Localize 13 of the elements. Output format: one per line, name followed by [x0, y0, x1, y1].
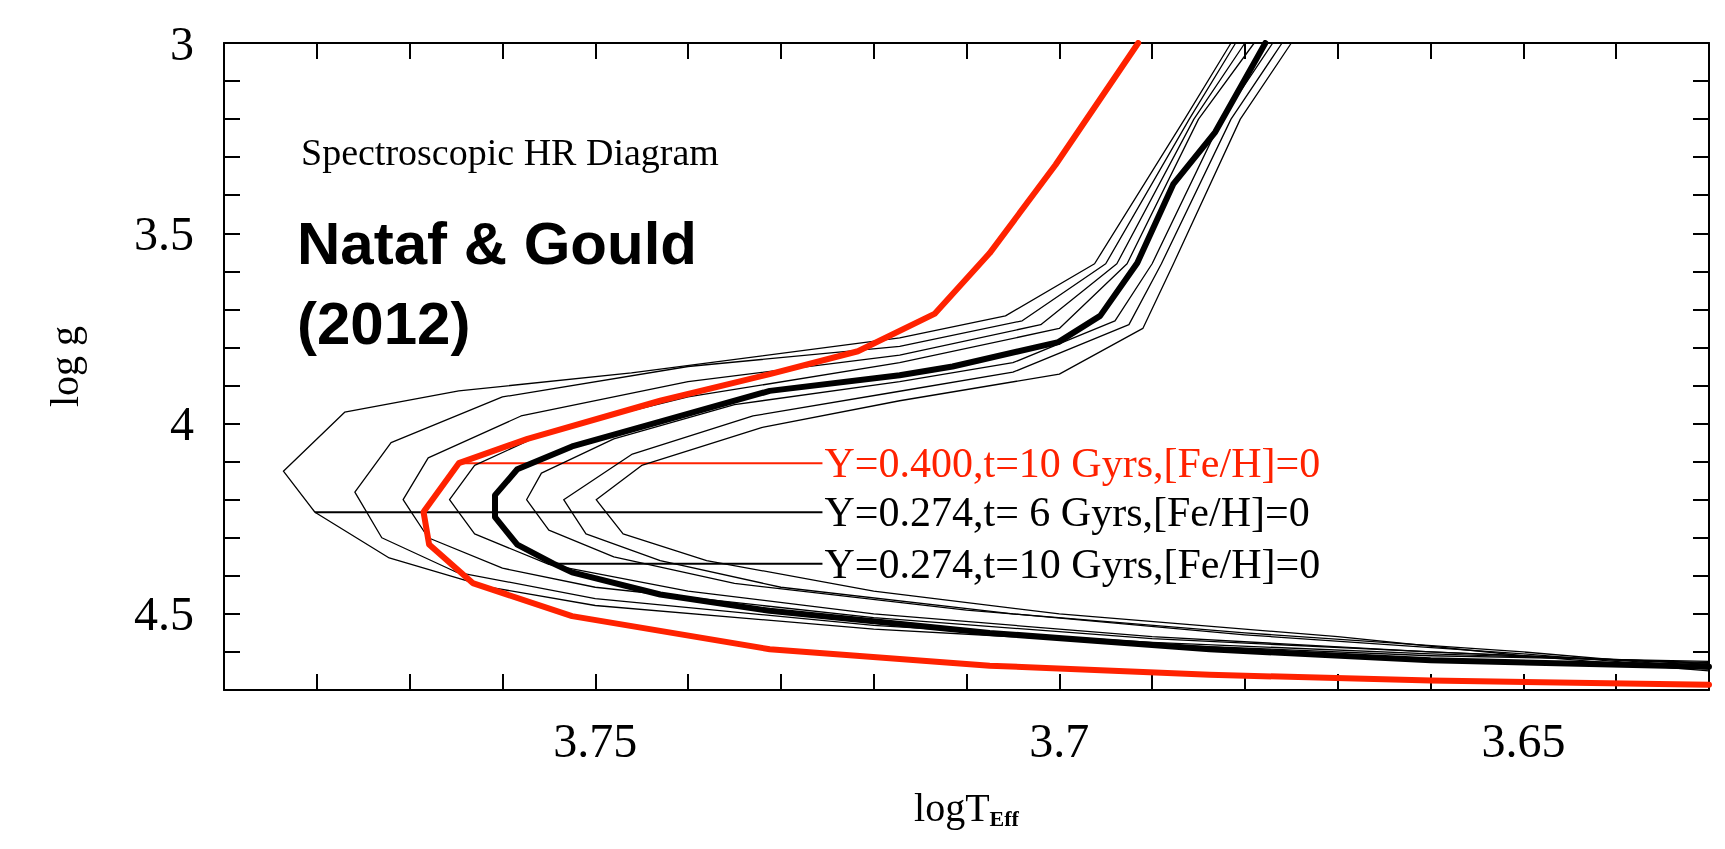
y-tick-label: 3	[170, 16, 194, 70]
y-axis-title: log g	[41, 325, 87, 408]
text: Nataf & Gould (2012)	[297, 209, 714, 357]
text: Spectroscopic HR Diagram	[301, 131, 719, 173]
y-tick-label: 3.5	[134, 206, 194, 260]
annotation: Y=0.274,t= 6 Gyrs,[Fe/H]=0	[824, 489, 1310, 536]
y-tick-label: 4	[170, 397, 194, 451]
x-tick-label: 3.7	[1029, 713, 1090, 767]
x-tick-label: 3.75	[553, 713, 638, 767]
annotation: Y=0.400,t=10 Gyrs,[Fe/H]=0	[824, 440, 1321, 487]
annotation: Y=0.274,t=10 Gyrs,[Fe/H]=0	[824, 540, 1321, 587]
y-tick-label: 4.5	[134, 587, 194, 641]
x-tick-label: 3.65	[1481, 713, 1566, 767]
